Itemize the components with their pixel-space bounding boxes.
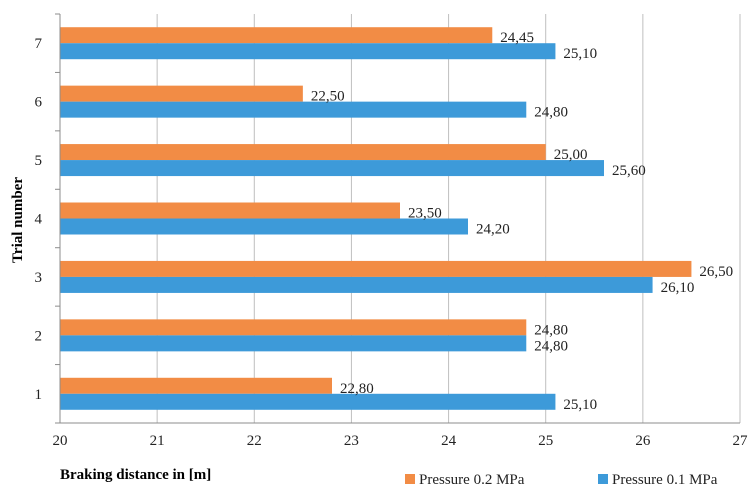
data-label-p02-trial-4: 23,50 xyxy=(408,206,442,222)
data-labels: 22,8025,1024,8024,8026,5026,1023,5024,20… xyxy=(311,30,733,413)
y-tick-label-5: 5 xyxy=(35,153,43,169)
bar-p01-trial-3 xyxy=(60,276,653,293)
bar-p01-trial-4 xyxy=(60,218,468,235)
data-label-p01-trial-7: 25,10 xyxy=(563,46,597,62)
bar-p02-trial-5 xyxy=(60,144,546,161)
y-tick-label-3: 3 xyxy=(35,270,43,286)
bar-p02-trial-1 xyxy=(60,377,332,394)
bar-p02-trial-3 xyxy=(60,260,692,277)
legend: Pressure 0.2 MPa Pressure 0.1 MPa xyxy=(405,472,718,488)
data-label-p01-trial-2: 24,80 xyxy=(534,338,568,354)
x-tick-label-26: 26 xyxy=(635,433,651,449)
bar-p02-trial-6 xyxy=(60,85,303,102)
data-label-p01-trial-3: 26,10 xyxy=(661,280,695,296)
y-tick-label-6: 6 xyxy=(35,95,43,111)
bar-p01-trial-6 xyxy=(60,101,527,118)
bar-p01-trial-1 xyxy=(60,393,556,410)
data-label-p02-trial-6: 22,50 xyxy=(311,89,345,105)
data-label-p02-trial-5: 25,00 xyxy=(554,147,588,163)
legend-label-p02: Pressure 0.2 MPa xyxy=(419,472,525,488)
bar-p02-trial-2 xyxy=(60,319,527,336)
data-label-p02-trial-3: 26,50 xyxy=(699,264,733,280)
y-axis-title: Trial number xyxy=(10,177,26,263)
x-tick-label-20: 20 xyxy=(53,433,68,449)
data-label-p01-trial-1: 25,10 xyxy=(563,397,597,413)
bar-p02-trial-7 xyxy=(60,27,493,44)
bar-p01-trial-7 xyxy=(60,43,556,60)
legend-swatch-p02 xyxy=(405,474,415,484)
y-tick-label-2: 2 xyxy=(35,328,43,344)
y-tick-label-1: 1 xyxy=(35,387,43,403)
x-axis-title: Braking distance in [m] xyxy=(60,467,211,483)
x-tick-label-22: 22 xyxy=(247,433,262,449)
data-label-p02-trial-1: 22,80 xyxy=(340,381,374,397)
y-tick-label-7: 7 xyxy=(35,36,43,52)
data-label-p02-trial-2: 24,80 xyxy=(534,322,568,338)
bars xyxy=(60,27,692,410)
x-tick-label-25: 25 xyxy=(538,433,553,449)
x-tick-label-23: 23 xyxy=(344,433,359,449)
y-tick-label-4: 4 xyxy=(35,212,43,228)
bar-p02-trial-4 xyxy=(60,202,400,219)
data-label-p02-trial-7: 24,45 xyxy=(500,30,534,46)
x-tick-label-24: 24 xyxy=(441,433,457,449)
data-label-p01-trial-6: 24,80 xyxy=(534,105,568,121)
data-label-p01-trial-4: 24,20 xyxy=(476,222,510,238)
legend-swatch-p01 xyxy=(598,474,608,484)
bar-p01-trial-5 xyxy=(60,160,604,177)
x-tick-label-21: 21 xyxy=(150,433,165,449)
bar-p01-trial-2 xyxy=(60,335,527,352)
x-tick-label-27: 27 xyxy=(733,433,749,449)
data-label-p01-trial-5: 25,60 xyxy=(612,163,646,179)
legend-label-p01: Pressure 0.1 MPa xyxy=(612,472,718,488)
